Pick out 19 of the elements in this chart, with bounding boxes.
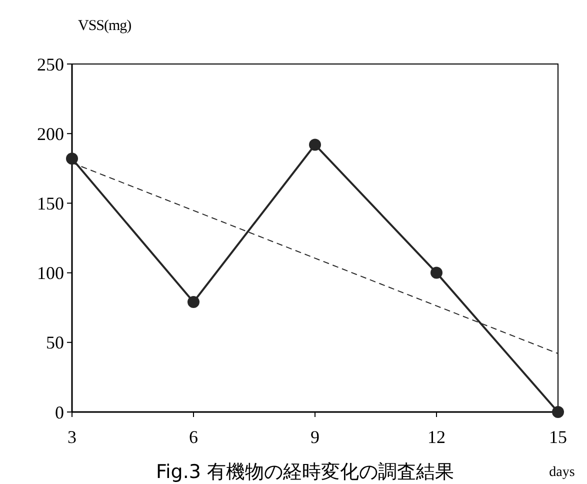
- text: Fig.3 有機物の経時変化の調査結果: [156, 461, 454, 483]
- y-tick-label: 150: [37, 194, 64, 214]
- x-tick-label: 12: [428, 427, 446, 447]
- point: [66, 152, 78, 165]
- y-axis-title: VSS(mg): [78, 18, 132, 34]
- x-tick-label: 3: [68, 427, 76, 447]
- x-tick-label: 6: [189, 427, 198, 447]
- x-tick-label: 15: [549, 427, 567, 447]
- y-tick-label: 100: [37, 263, 64, 284]
- y-tick-label: 0: [55, 402, 64, 422]
- y-tick-label: 50: [46, 332, 64, 353]
- point: [309, 138, 321, 151]
- point: [552, 406, 564, 418]
- point: [430, 266, 442, 279]
- x-axis-title: days: [549, 465, 575, 480]
- point: [188, 296, 200, 308]
- y-tick-label: 250: [37, 54, 64, 74]
- x-tick-label: 9: [310, 427, 320, 447]
- y-tick-label: 200: [37, 124, 64, 144]
